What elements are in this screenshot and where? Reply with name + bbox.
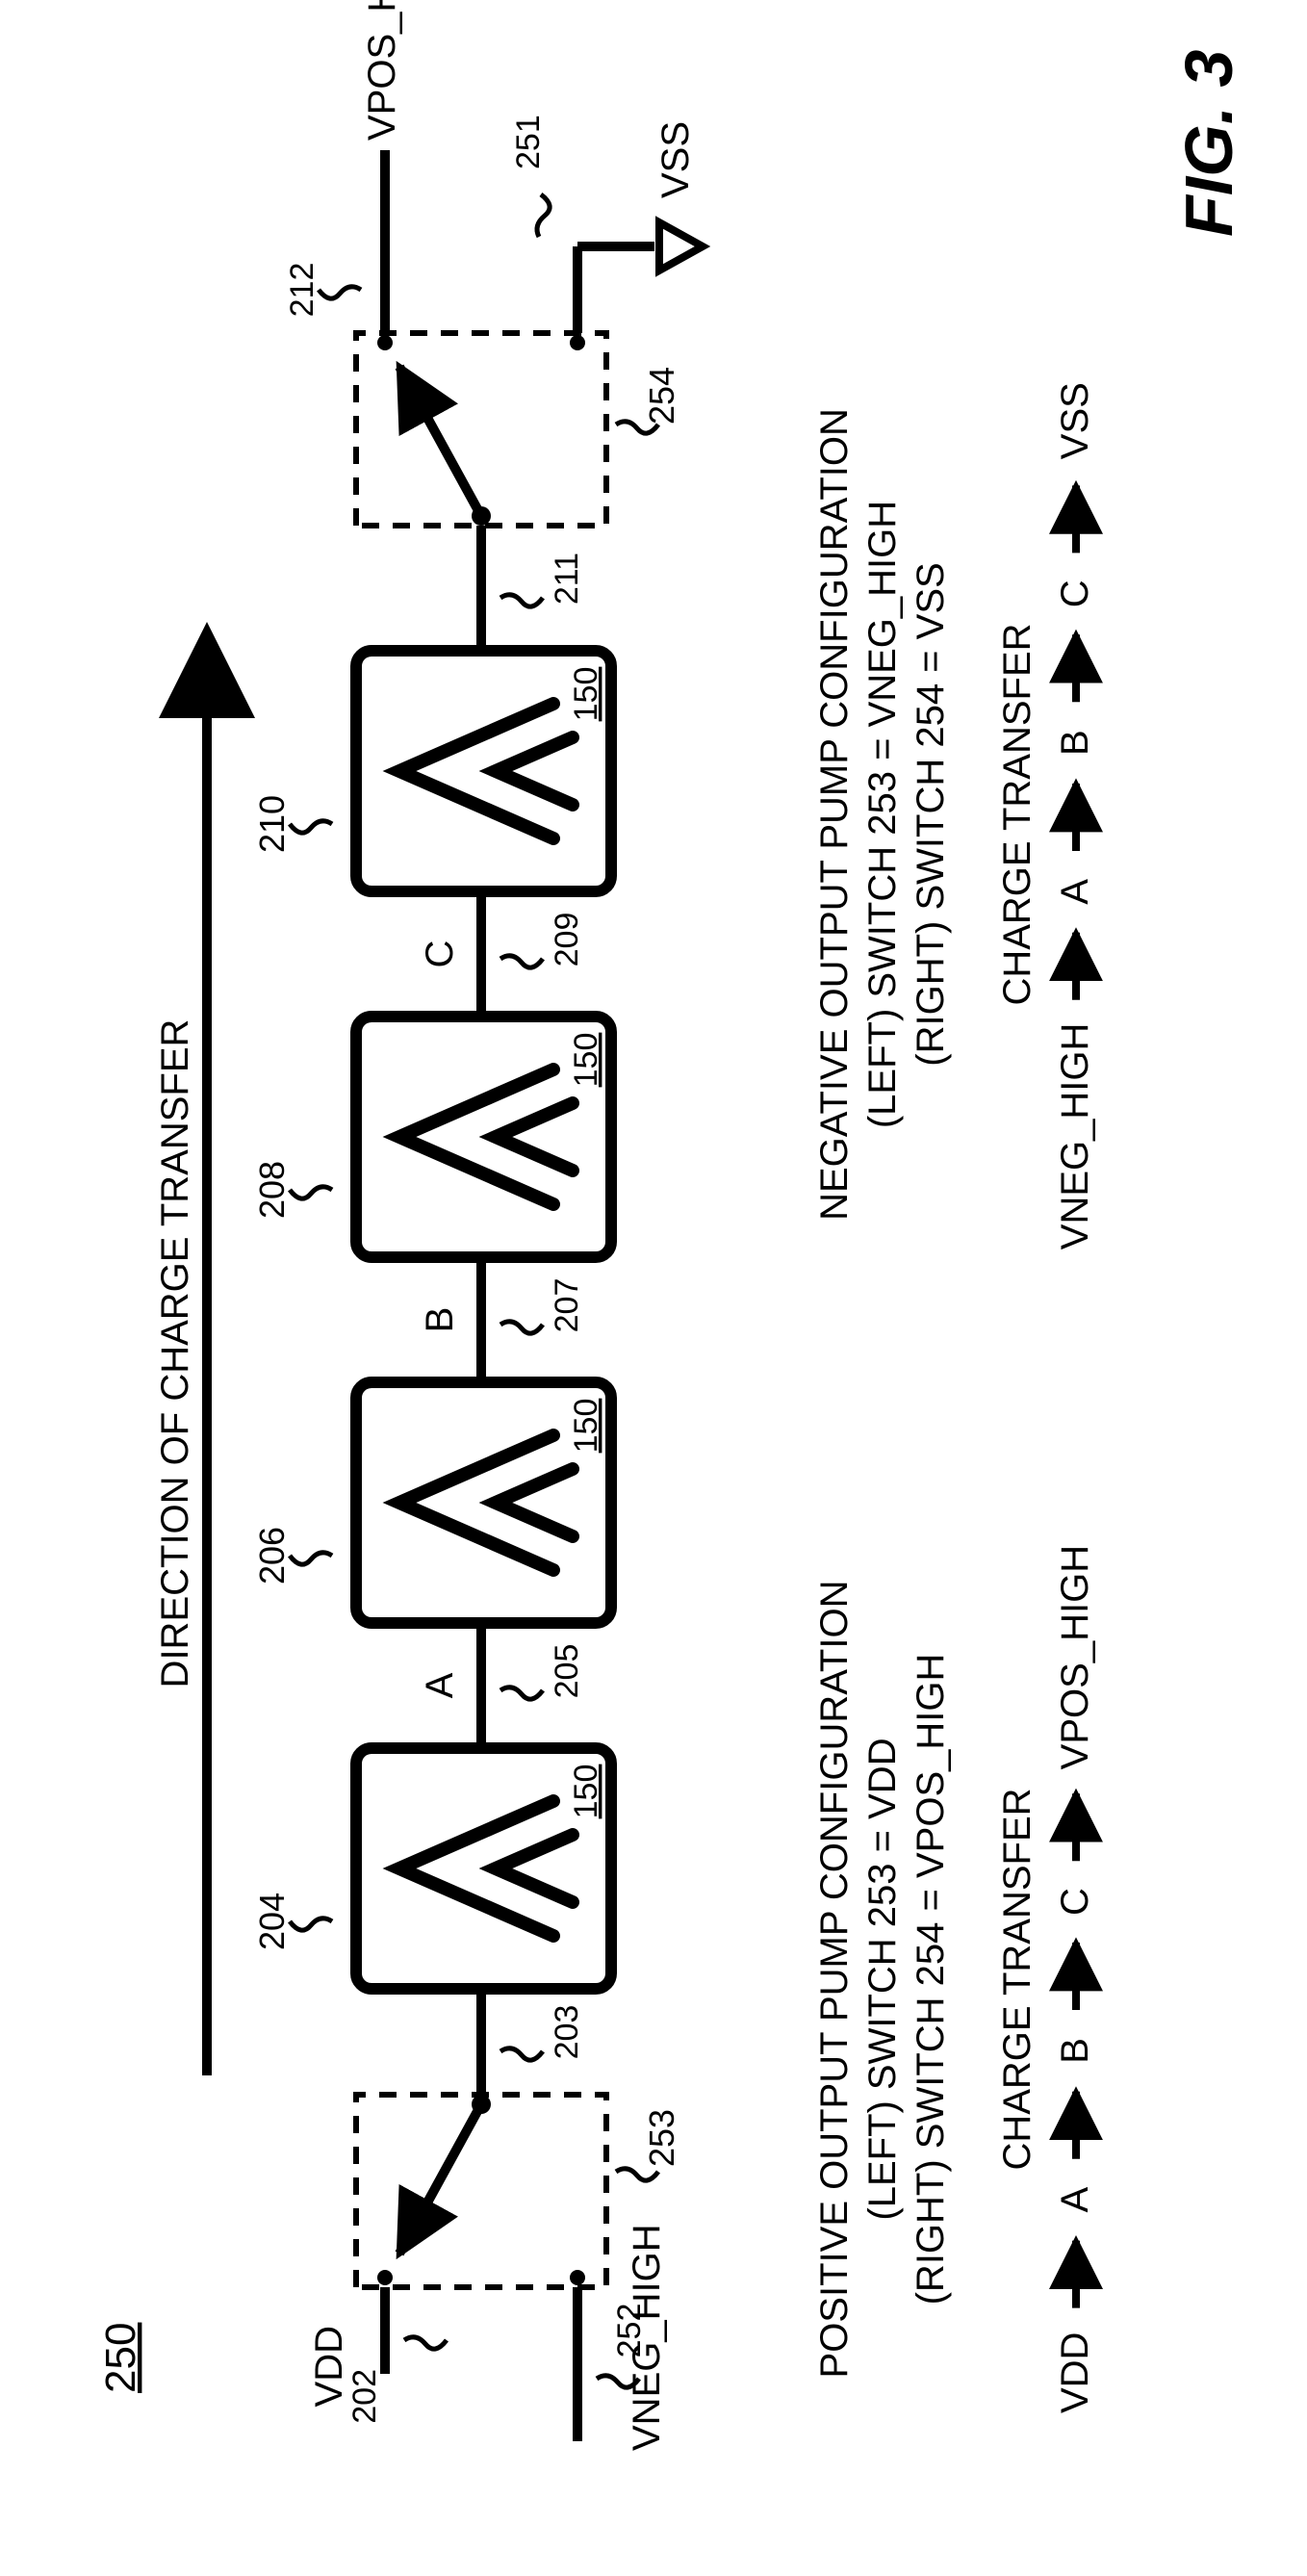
stage3-inner-ref: 150: [568, 1033, 604, 1088]
ref-252: 252: [611, 2304, 648, 2358]
ref-206: 206: [252, 1527, 292, 1584]
figure-id: 250: [97, 2323, 144, 2393]
stage-4: 150 210: [252, 651, 611, 891]
charge-transfer-arrow: DIRECTION OF CHARGE TRANSFER: [154, 631, 207, 2075]
ref-205: 205: [549, 1644, 585, 1699]
chain-node: A: [1054, 879, 1096, 905]
chain-node: B: [1054, 730, 1096, 756]
ref-254: 254: [642, 367, 681, 425]
ref-203: 203: [549, 2005, 585, 2060]
right-switch: VPOS_HIGH 212 VSS 251 254: [284, 0, 703, 526]
stage4-inner-ref: 150: [568, 667, 604, 722]
node-b: B: [419, 1307, 461, 1333]
neg-title: NEGATIVE OUTPUT PUMP CONFIGURATION: [813, 408, 856, 1221]
vdd-label: VDD: [308, 2326, 350, 2407]
negative-config-block: NEGATIVE OUTPUT PUMP CONFIGURATION (LEFT…: [813, 382, 1096, 1249]
ref-253: 253: [642, 2109, 681, 2167]
ref-211: 211: [549, 553, 585, 605]
stage-1: 150 204: [252, 1748, 611, 1989]
chain-node: C: [1054, 1888, 1096, 1916]
pos-chain: VDD A B C VPOS_HIGH: [1054, 1545, 1096, 2413]
neg-chain: VNEG_HIGH A B C VSS: [1054, 382, 1096, 1249]
positive-config-block: POSITIVE OUTPUT PUMP CONFIGURATION (LEFT…: [813, 1545, 1096, 2413]
stage1-inner-ref: 150: [568, 1765, 604, 1819]
ref-251: 251: [510, 115, 547, 169]
stage2-inner-ref: 150: [568, 1399, 604, 1454]
ref-204: 204: [252, 1893, 292, 1950]
chain-node: VDD: [1054, 2332, 1096, 2413]
chain-node: C: [1054, 580, 1096, 607]
chain-node: VSS: [1054, 382, 1096, 459]
figure-caption: FIG. 3: [1171, 49, 1246, 237]
ref-210: 210: [252, 795, 292, 853]
ref-212: 212: [284, 263, 320, 318]
chain-node: A: [1054, 2187, 1096, 2213]
ref-202: 202: [346, 2369, 383, 2424]
pos-line1: (LEFT) SWITCH 253 = VDD: [861, 1738, 904, 2220]
chain-node: VNEG_HIGH: [1054, 1023, 1096, 1250]
pos-transfer-title: CHARGE TRANSFER: [996, 1788, 1038, 2170]
neg-transfer-title: CHARGE TRANSFER: [996, 623, 1038, 1005]
chain-node: VPOS_HIGH: [1054, 1545, 1096, 1769]
ref-209: 209: [549, 913, 585, 967]
node-c: C: [419, 940, 461, 968]
ref-208: 208: [252, 1161, 292, 1219]
node-a: A: [419, 1672, 461, 1698]
stage-2: 150 206: [252, 1382, 611, 1623]
neg-line2: (RIGHT) SWITCH 254 = VSS: [910, 562, 952, 1066]
vss-label: VSS: [654, 121, 697, 198]
pos-line2: (RIGHT) SWITCH 254 = VPOS_HIGH: [910, 1654, 952, 2306]
chain-node: B: [1054, 2038, 1096, 2064]
stage-3: 150 208: [252, 1017, 611, 1257]
figure-root: 250 DIRECTION OF CHARGE TRANSFER VDD 202…: [0, 0, 1307, 2576]
left-switch: VDD 202 VNEG_HIGH 252 253: [308, 2095, 681, 2451]
vpos-high-label: VPOS_HIGH: [361, 0, 403, 141]
ref-207: 207: [549, 1278, 585, 1333]
pos-title: POSITIVE OUTPUT PUMP CONFIGURATION: [813, 1581, 856, 2379]
charge-transfer-label: DIRECTION OF CHARGE TRANSFER: [154, 1019, 196, 1688]
neg-line1: (LEFT) SWITCH 253 = VNEG_HIGH: [861, 501, 904, 1128]
